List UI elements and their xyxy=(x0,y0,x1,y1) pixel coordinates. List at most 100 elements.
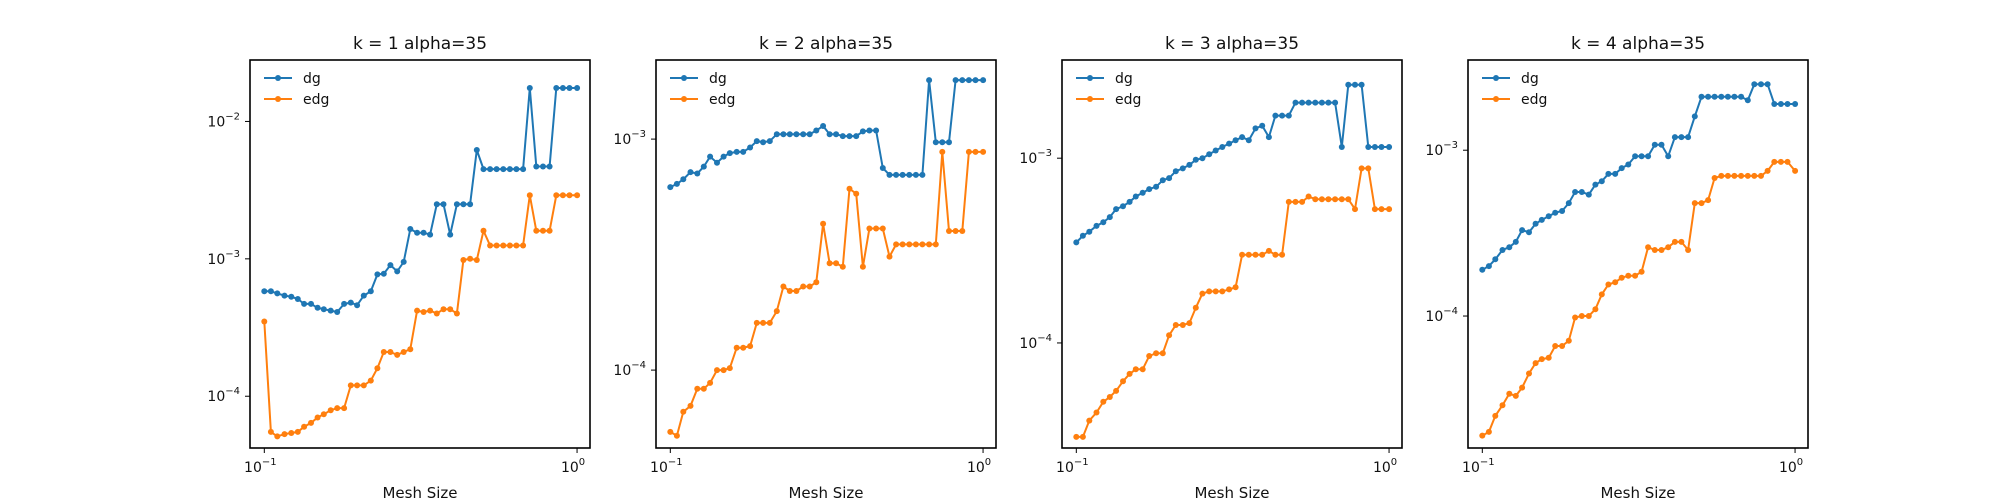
legend-swatch-marker xyxy=(1087,75,1093,81)
data-point-dg xyxy=(726,150,733,157)
data-point-dg xyxy=(747,144,754,151)
data-point-dg xyxy=(1239,134,1246,141)
data-point-edg xyxy=(1506,390,1513,397)
data-point-dg xyxy=(1526,229,1532,236)
data-point-edg xyxy=(893,241,900,248)
data-point-dg xyxy=(314,304,321,311)
data-point-dg xyxy=(1332,99,1339,106)
data-point-dg xyxy=(1146,186,1153,193)
subplot-k1: k = 1 alpha=35 10−1 100 10−4 10−3 10−2 Mesh Si… xyxy=(207,34,591,500)
legend-label: edg xyxy=(1115,92,1141,108)
data-point-edg xyxy=(1338,196,1345,203)
data-point-dg xyxy=(1678,134,1685,141)
data-point-edg xyxy=(700,385,707,392)
data-point-edg xyxy=(467,255,474,262)
data-point-dg xyxy=(1318,99,1325,106)
legend-label: dg xyxy=(1115,71,1133,87)
data-point-dg xyxy=(846,133,853,140)
data-point-edg xyxy=(1512,392,1519,399)
data-point-edg xyxy=(360,382,367,389)
data-point-dg xyxy=(294,296,301,302)
data-point-edg xyxy=(281,431,288,438)
data-point-dg xyxy=(526,85,533,91)
data-point-dg xyxy=(1638,153,1645,160)
data-point-edg xyxy=(487,242,494,249)
data-point-edg xyxy=(926,241,933,248)
legend: dg edg xyxy=(1076,71,1141,108)
y-tick-label: 10−3 xyxy=(613,129,646,148)
data-point-edg xyxy=(1784,158,1791,165)
data-point-dg xyxy=(1758,81,1764,88)
data-point-dg xyxy=(826,131,833,138)
data-point-edg xyxy=(919,241,926,248)
data-point-edg xyxy=(826,260,833,267)
data-point-dg xyxy=(919,171,926,178)
data-point-edg xyxy=(394,351,401,358)
data-point-dg xyxy=(1705,93,1712,100)
data-point-edg xyxy=(1219,288,1226,295)
data-point-dg xyxy=(1073,239,1080,246)
data-point-edg xyxy=(1605,281,1612,288)
data-point-edg xyxy=(1572,314,1579,321)
data-point-dg xyxy=(673,180,680,187)
data-point-dg xyxy=(926,77,933,84)
data-point-dg xyxy=(360,292,367,299)
data-point-edg xyxy=(1532,360,1539,367)
data-point-edg xyxy=(1312,196,1319,203)
data-point-edg xyxy=(726,365,733,372)
data-point-dg xyxy=(1279,112,1286,119)
data-point-edg xyxy=(1365,165,1372,172)
x-tick-label: 100 xyxy=(1373,457,1397,476)
data-point-edg xyxy=(294,428,301,435)
data-point-edg xyxy=(520,242,527,249)
data-point-dg xyxy=(1724,93,1731,100)
legend-item-edg: edg xyxy=(1482,92,1547,108)
data-point-dg xyxy=(899,171,906,178)
series-edg xyxy=(1479,158,1799,439)
data-point-dg xyxy=(500,166,507,173)
data-point-edg xyxy=(506,242,513,249)
data-point-dg xyxy=(1206,151,1213,158)
data-point-edg xyxy=(1146,353,1153,359)
data-point-edg xyxy=(1166,332,1173,339)
y-tick-label: 10−3 xyxy=(1425,140,1458,159)
data-point-dg xyxy=(1219,144,1226,150)
data-point-edg xyxy=(899,241,906,248)
subplot-k2: k = 2 alpha=35 10−1 100 10−4 10−3 Mesh Size dg… xyxy=(613,34,997,500)
data-point-dg xyxy=(533,163,540,170)
data-point-edg xyxy=(833,260,840,267)
data-point-edg xyxy=(1771,158,1778,165)
data-point-dg xyxy=(281,292,288,299)
data-point-edg xyxy=(912,241,919,248)
data-point-edg xyxy=(939,148,946,155)
data-point-dg xyxy=(773,131,780,138)
data-point-edg xyxy=(879,225,886,232)
data-point-edg xyxy=(301,423,308,430)
series-dg xyxy=(261,85,581,315)
data-point-dg xyxy=(1226,140,1233,147)
data-point-edg xyxy=(447,306,454,313)
data-point-edg xyxy=(720,367,727,374)
data-point-dg xyxy=(667,184,674,191)
y-tick-label: 10−4 xyxy=(1425,306,1458,325)
data-point-dg xyxy=(1552,209,1559,216)
data-point-dg xyxy=(566,85,573,91)
data-point-edg xyxy=(1671,238,1678,245)
data-point-dg xyxy=(1671,134,1678,141)
data-point-edg xyxy=(334,405,341,412)
data-point-edg xyxy=(813,279,820,286)
data-point-edg xyxy=(786,288,793,294)
data-point-edg xyxy=(1279,251,1286,258)
data-point-dg xyxy=(1100,219,1107,226)
data-point-dg xyxy=(1565,200,1572,207)
data-point-edg xyxy=(733,344,740,351)
data-point-edg xyxy=(574,192,581,199)
data-point-edg xyxy=(1272,251,1279,258)
data-point-dg xyxy=(407,226,414,232)
x-tick-label: 10−1 xyxy=(244,457,277,476)
data-point-edg xyxy=(314,414,321,421)
x-axis-label: Mesh Size xyxy=(1600,484,1675,500)
data-point-edg xyxy=(433,310,440,317)
data-point-dg xyxy=(1126,198,1133,205)
data-point-dg xyxy=(1179,165,1186,172)
